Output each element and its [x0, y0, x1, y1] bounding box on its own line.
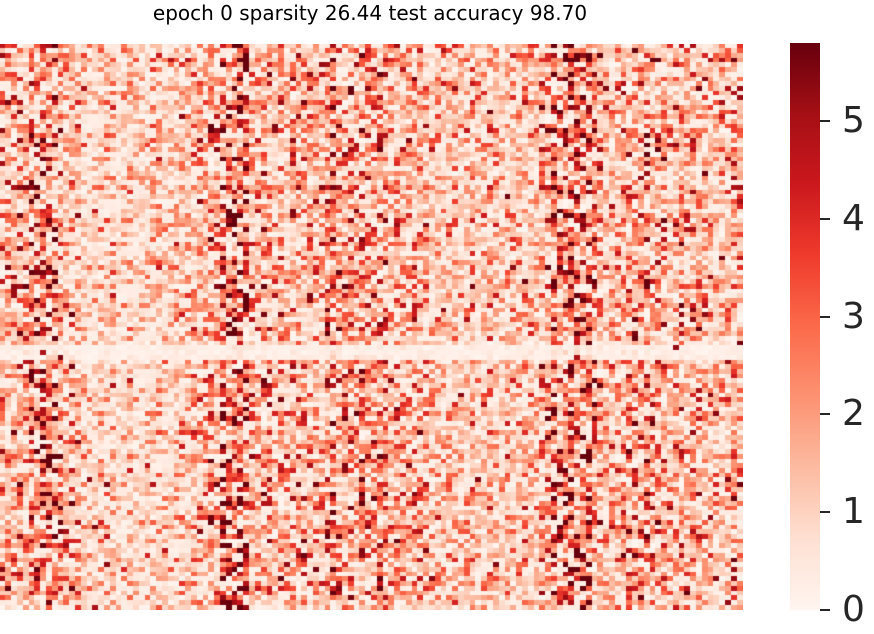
colorbar-tick-mark	[820, 315, 830, 318]
colorbar-tick-label: 2	[842, 393, 865, 435]
colorbar-tick-label: 3	[842, 295, 865, 337]
colorbar-tick-mark	[820, 120, 830, 123]
colorbar-tick-mark	[820, 413, 830, 416]
colorbar-tick-label: 4	[842, 197, 865, 239]
colorbar	[790, 43, 820, 610]
colorbar-tick-mark	[820, 609, 830, 611]
colorbar-tick-label: 1	[842, 491, 865, 533]
heatmap-grid	[0, 44, 743, 610]
colorbar-tick-label: 5	[842, 100, 865, 142]
colorbar-tick-mark	[820, 217, 830, 220]
colorbar-tick-mark	[820, 511, 830, 514]
chart-title: epoch 0 sparsity 26.44 test accuracy 98.…	[152, 1, 588, 25]
colorbar-tick-label: 0	[842, 589, 865, 630]
colorbar-gradient	[790, 43, 820, 610]
colorbar-axis: 0 1 2 3 4 5	[820, 0, 874, 634]
